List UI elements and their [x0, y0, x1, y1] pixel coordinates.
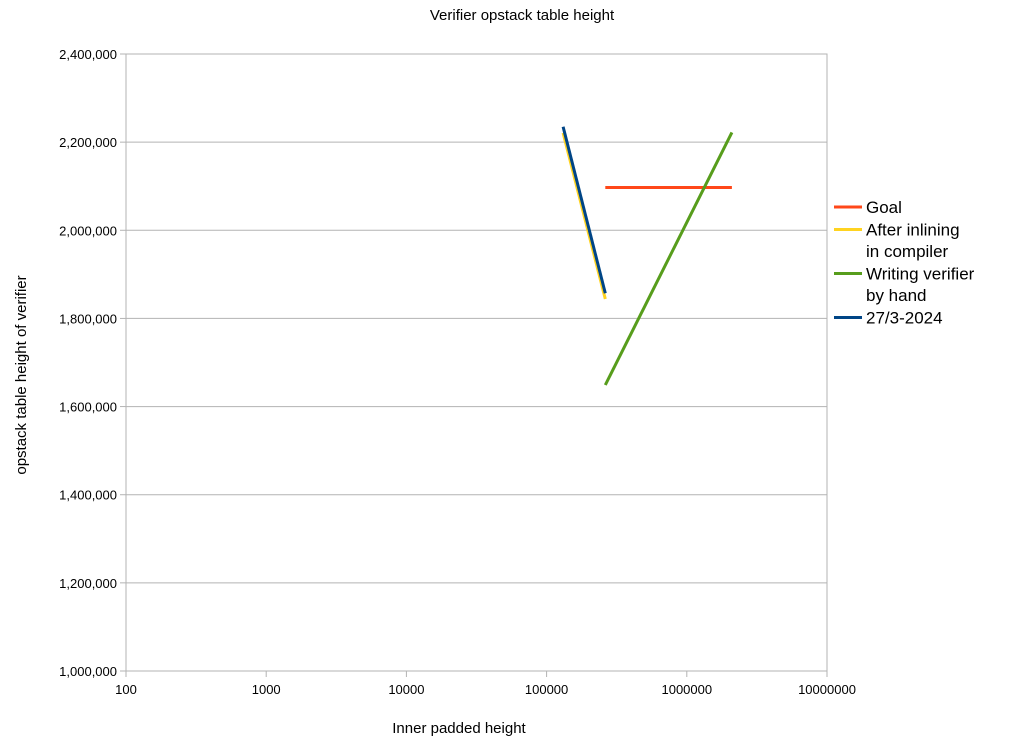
series-line-3: [603, 131, 734, 386]
x-tick-labels: 100 1000 10000 100000 1000000 10000000: [115, 671, 856, 697]
y-tick-label: 1,000,000: [59, 664, 117, 679]
y-tick-label: 1,800,000: [59, 311, 117, 326]
series-lines: [561, 126, 734, 386]
legend-entry-4: 27/3-2024: [834, 309, 943, 328]
x-tick-label: 1000000: [661, 682, 712, 697]
legend-entry-1: Goal: [834, 198, 902, 217]
y-tick-label: 1,400,000: [59, 488, 117, 503]
legend-label: After inlining in compiler: [866, 221, 960, 262]
y-tick-labels: 1,000,000 1,200,000 1,400,000 1,600,000 1,80…: [59, 47, 126, 679]
x-tick-label: 1000: [252, 682, 281, 697]
y-tick-label: 2,400,000: [59, 47, 117, 62]
x-tick-label: 100000: [525, 682, 568, 697]
legend-label: Writing verifier by hand: [866, 265, 975, 306]
legend-entry-3: Writing verifier by hand: [834, 265, 975, 306]
x-tick-label: 10000: [388, 682, 424, 697]
series-line-4: [561, 126, 607, 294]
legend-entry-2: After inlining in compiler: [834, 221, 960, 262]
chart-title: Verifier opstack table height: [430, 7, 615, 24]
legend-label: 27/3-2024: [866, 309, 943, 328]
y-tick-label: 1,600,000: [59, 400, 117, 415]
y-tick-label: 1,200,000: [59, 576, 117, 591]
y-axis-label: opstack table height of verifier: [13, 275, 30, 474]
x-tick-label: 100: [115, 682, 137, 697]
plot-frame: [125, 53, 828, 672]
y-tick-label: 2,000,000: [59, 223, 117, 238]
y-tick-label: 2,200,000: [59, 135, 117, 150]
legend-label: Goal: [866, 198, 902, 217]
x-tick-label: 10000000: [798, 682, 856, 697]
grid: [126, 53, 827, 672]
x-axis-label: Inner padded height: [392, 720, 526, 737]
